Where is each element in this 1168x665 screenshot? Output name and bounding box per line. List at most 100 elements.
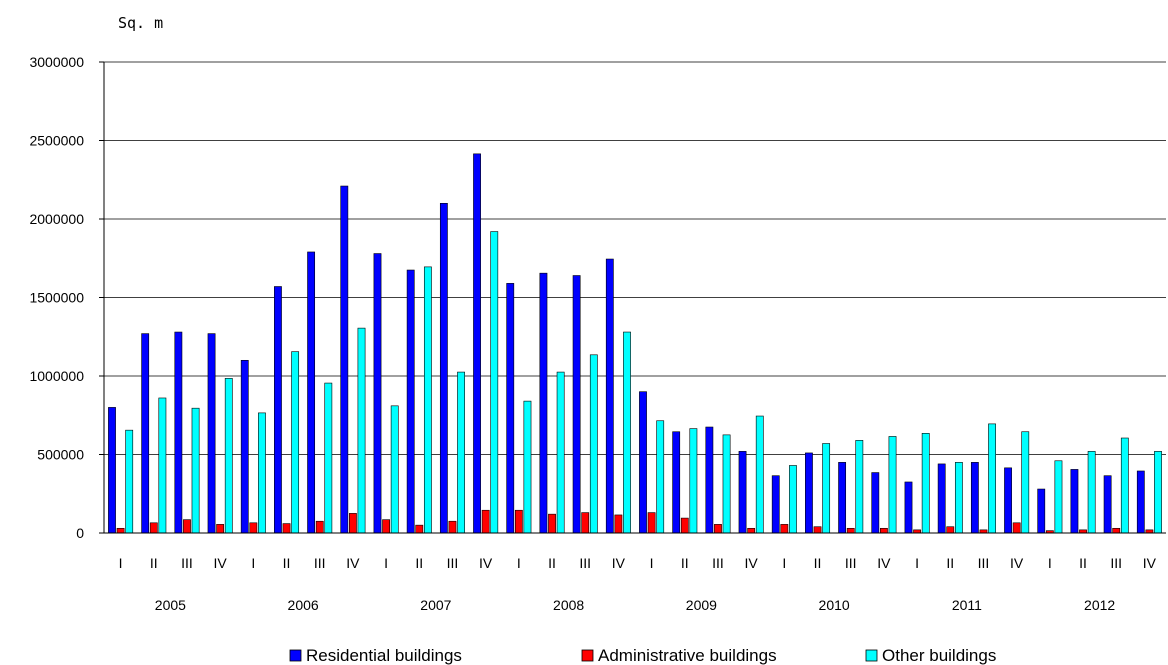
bar	[373, 253, 382, 534]
bar	[158, 397, 167, 534]
bar	[423, 266, 432, 534]
x-tick-label-quarter: I	[251, 555, 255, 571]
x-tick-label-quarter: I	[782, 555, 786, 571]
bar	[589, 354, 598, 534]
y-unit-label: Sq. m	[118, 14, 163, 32]
bar	[805, 452, 813, 534]
x-tick-label-year: 2012	[1084, 597, 1115, 613]
bar	[623, 331, 631, 534]
bar	[556, 371, 565, 534]
bar	[822, 443, 831, 534]
bar	[771, 475, 780, 534]
bar	[1136, 470, 1145, 534]
bar	[448, 520, 457, 534]
x-axis-tick-labels: I II III IV I II III IV I II III IV I II III IV I II III IV…	[119, 555, 1157, 613]
x-tick-label-quarter: I	[1048, 555, 1052, 571]
x-tick-label-quarter: III	[181, 555, 193, 571]
bar	[647, 512, 656, 534]
bar	[1103, 475, 1112, 534]
bar	[406, 269, 415, 534]
bar	[191, 407, 200, 534]
bar	[1070, 469, 1079, 534]
bar	[249, 522, 258, 534]
bar	[282, 523, 291, 534]
bar	[174, 331, 183, 534]
bar	[481, 509, 490, 534]
bar	[714, 524, 722, 534]
x-tick-label-quarter: IV	[745, 555, 759, 571]
legend-swatch	[865, 649, 878, 662]
bar	[523, 400, 532, 534]
x-tick-label-quarter: III	[712, 555, 724, 571]
bar	[149, 522, 158, 534]
bar	[340, 185, 349, 534]
x-tick-label-quarter: I	[119, 555, 123, 571]
x-tick-label-quarter: IV	[612, 555, 626, 571]
x-tick-label-quarter: II	[946, 555, 954, 571]
x-tick-label-quarter: I	[384, 555, 388, 571]
x-tick-label-quarter: III	[845, 555, 857, 571]
x-tick-label-quarter: IV	[1010, 555, 1024, 571]
bar	[307, 251, 316, 534]
bar	[572, 275, 581, 534]
bar	[846, 527, 855, 534]
bar	[258, 412, 266, 534]
x-tick-label-year: 2005	[155, 597, 186, 613]
bar	[1021, 431, 1030, 534]
x-tick-label-quarter: IV	[479, 555, 493, 571]
bars	[108, 153, 1162, 534]
bar	[116, 527, 125, 534]
bar	[349, 513, 357, 534]
legend-label: Other buildings	[882, 646, 996, 665]
bar	[357, 327, 366, 534]
bar	[274, 286, 282, 534]
y-axis-tick-labels: 0 500000 1000000 1500000 2000000 2500000 30000…	[29, 54, 84, 541]
bar	[888, 436, 897, 534]
bar	[1037, 488, 1046, 534]
bar	[970, 462, 979, 534]
bar	[183, 519, 191, 534]
bar	[125, 429, 134, 534]
bar	[514, 509, 523, 534]
bar	[1120, 437, 1129, 534]
bar	[988, 423, 996, 534]
bar	[680, 517, 689, 534]
bar	[780, 524, 789, 534]
x-tick-label-quarter: II	[415, 555, 423, 571]
y-tick-label: 1500000	[29, 290, 84, 306]
bar	[755, 415, 764, 534]
bar	[390, 405, 399, 534]
legend: Residential buildings Administrative buil…	[289, 646, 996, 665]
x-tick-label-quarter: IV	[1143, 555, 1157, 571]
x-tick-label-quarter: IV	[214, 555, 228, 571]
x-tick-label-quarter: I	[650, 555, 654, 571]
x-tick-label-quarter: I	[517, 555, 521, 571]
bar	[240, 359, 249, 534]
bar	[937, 463, 946, 534]
x-tick-label-quarter: II	[814, 555, 822, 571]
bar	[216, 524, 225, 534]
bar	[224, 378, 233, 534]
bar	[789, 465, 797, 534]
bar	[457, 371, 465, 534]
bar	[738, 451, 747, 534]
bar	[315, 520, 324, 534]
bar	[705, 426, 714, 534]
bar	[539, 272, 548, 534]
bar	[722, 434, 731, 534]
bar	[871, 472, 880, 534]
bar	[291, 351, 300, 534]
bar	[838, 462, 847, 534]
bar	[921, 433, 930, 534]
legend-label: Administrative buildings	[598, 646, 777, 665]
bar	[108, 407, 116, 534]
bar	[581, 512, 590, 534]
bar	[548, 513, 556, 534]
bar	[672, 431, 681, 534]
x-tick-label-quarter: III	[579, 555, 591, 571]
bar	[614, 514, 623, 534]
bar	[747, 527, 756, 534]
y-tick-label: 1000000	[29, 368, 84, 384]
bar	[855, 440, 864, 534]
